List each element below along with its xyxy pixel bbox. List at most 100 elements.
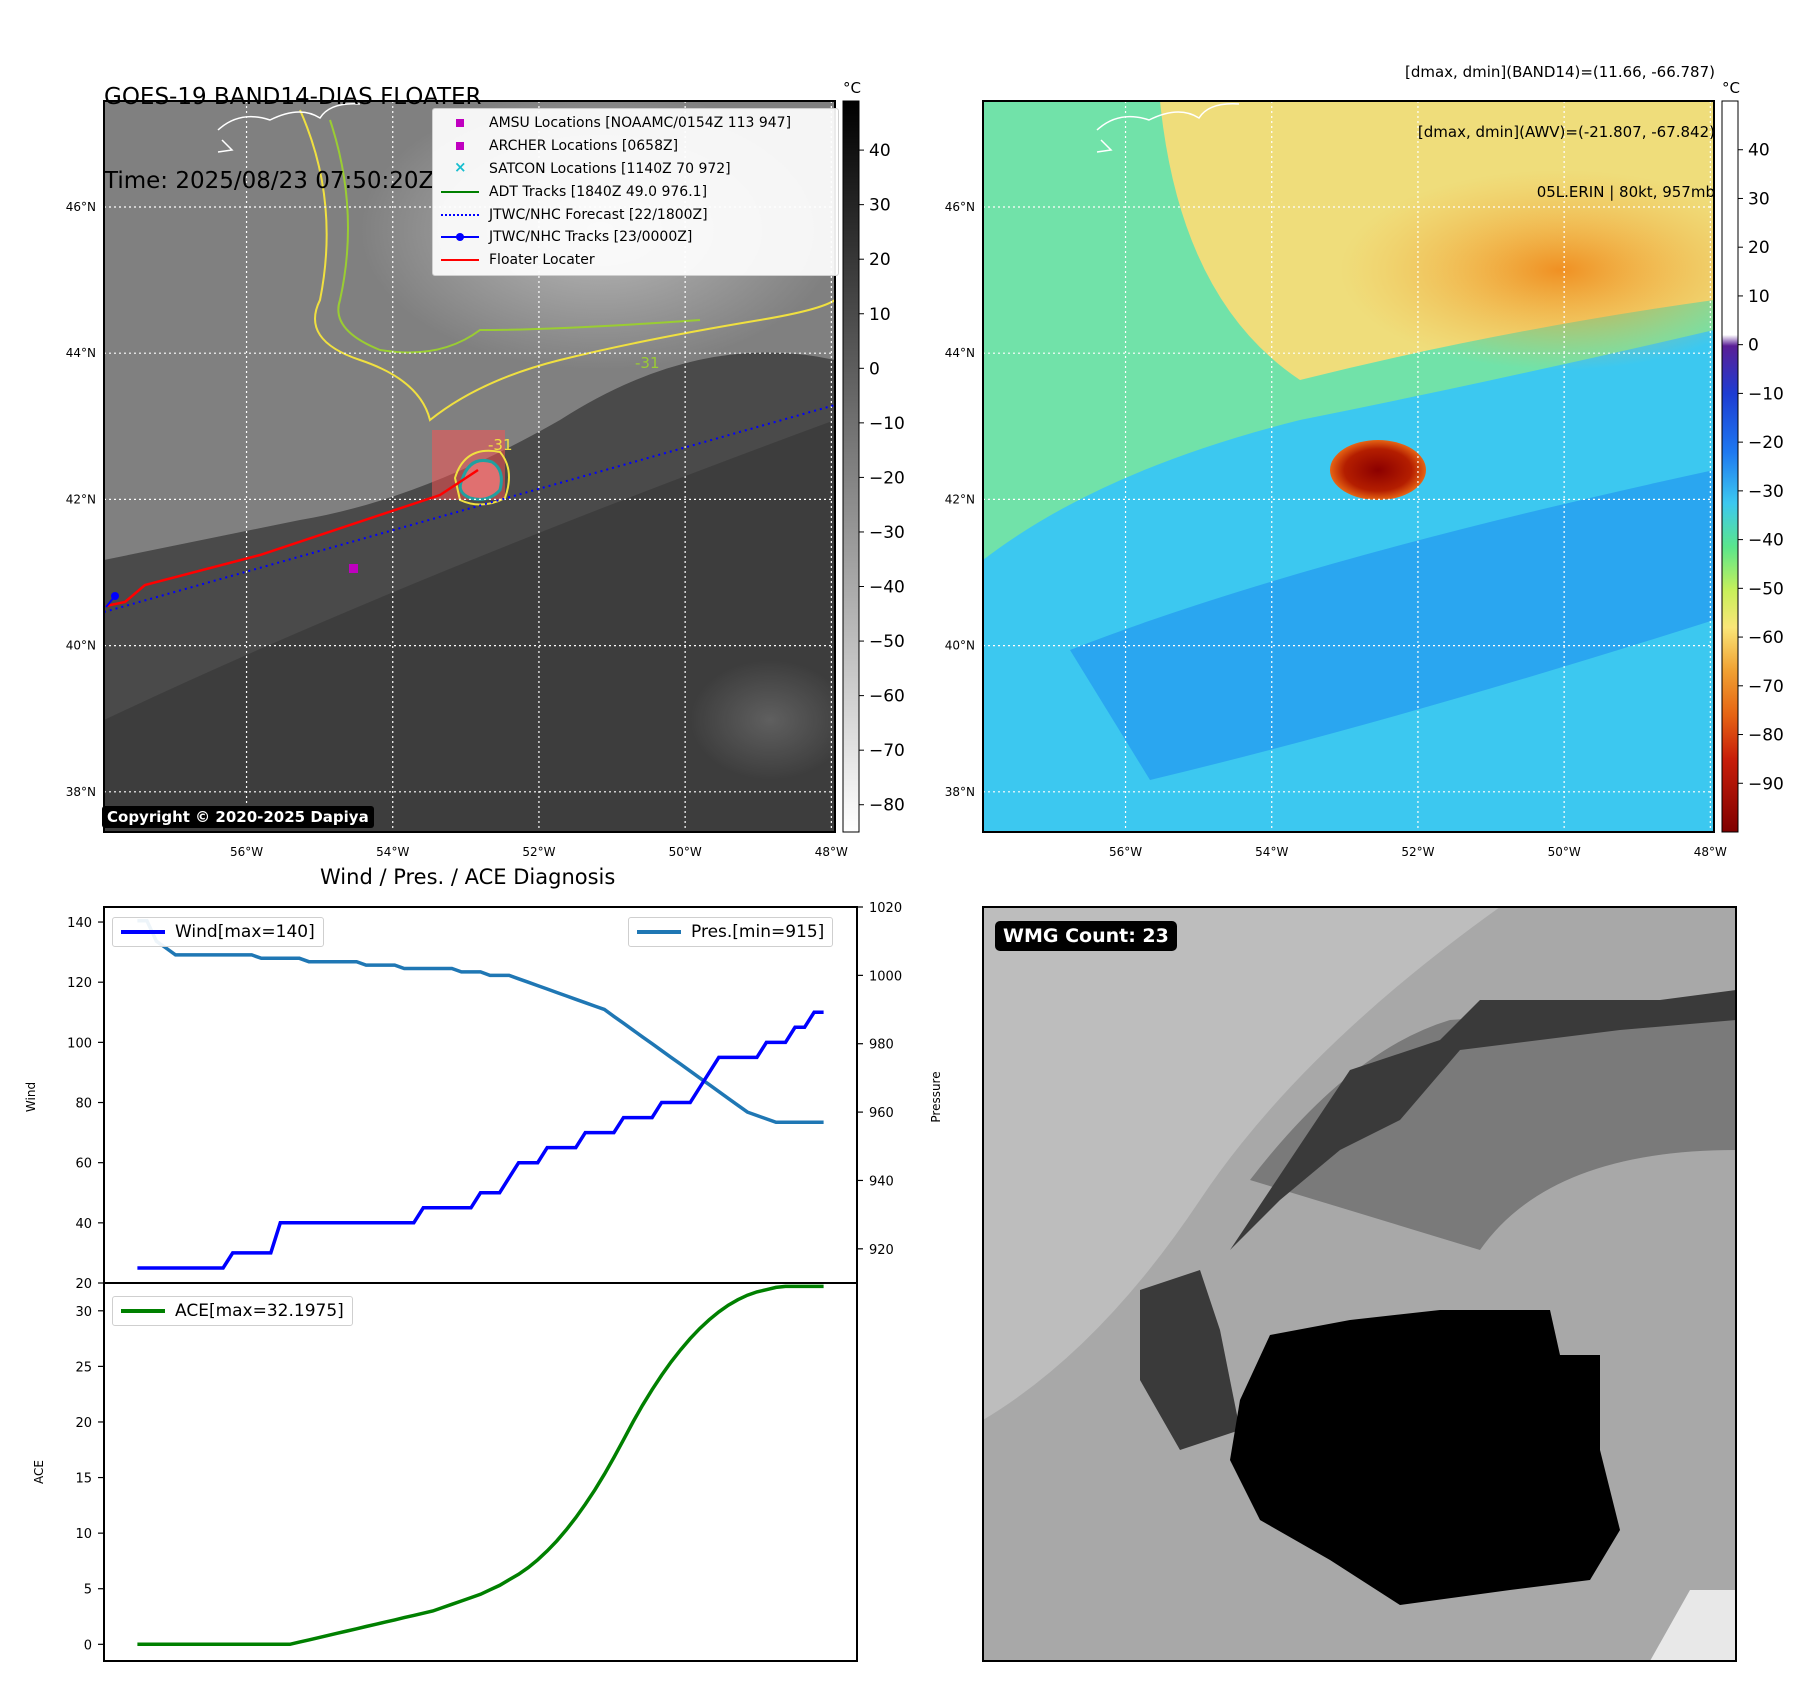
map-legend-item: JTWC/NHC Tracks [23/0000Z] (439, 226, 832, 249)
ir-colorbar-tick-label: 40 (869, 141, 891, 161)
ir-colorbar-tick-label: −50 (869, 632, 905, 652)
awv-colorbar-tick-label: 30 (1748, 189, 1770, 209)
wmg-panel (982, 906, 1737, 1662)
map-legend-swatch-dotline (439, 230, 481, 244)
pressure-axis-tick-label: 980 (869, 1038, 894, 1053)
ir-lon-tick-label: 54°W (376, 845, 409, 859)
map-legend-label: ADT Tracks [1840Z 49.0 976.1] (489, 183, 708, 200)
floater-locater-line (105, 468, 479, 608)
awv-lon-tick-label: 54°W (1255, 845, 1288, 859)
storm-yellow-contour (453, 449, 510, 506)
diagnosis-title: Wind / Pres. / ACE Diagnosis (320, 865, 616, 889)
pressure-axis-tick-label: 920 (869, 1243, 894, 1258)
pressure-axis-ticks: 1020 1000 980 960 940 920 (857, 901, 902, 1258)
ir-yellow-contour (299, 109, 835, 422)
awv-gridlines (983, 101, 1714, 832)
ir-map-frame (103, 100, 836, 833)
map-legend-item: JTWC/NHC Forecast [22/1800Z] (439, 203, 832, 226)
awv-orange-region (1340, 170, 1714, 370)
awv-colorbar-tick-label: −50 (1748, 579, 1784, 599)
awv-lat-tick-label: 40°N (945, 639, 975, 653)
awv-map-panel: 46°N 44°N 42°N 40°N 38°N 56°W 54°W 52°W 50°W 48°… (945, 79, 1784, 859)
ace-chart: 30 25 20 15 10 5 0 ACE (32, 1282, 858, 1662)
pressure-axis-tick-label: 1000 (869, 969, 902, 984)
pressure-axis-tick-label: 940 (869, 1174, 894, 1189)
ace-ylabel: ACE (32, 1460, 46, 1484)
stats-awv: [dmax, dmin](AWV)=(-21.807, -67.842) (1417, 123, 1715, 141)
storm-contour (458, 459, 503, 501)
map-legend: AMSU Locations [NOAAMC/0154Z 113 947] ARC… (432, 108, 839, 276)
wmg-light-region (983, 907, 1500, 1420)
map-legend-label: JTWC/NHC Forecast [22/1800Z] (489, 206, 708, 223)
wmg-mid-gray-band (1250, 1000, 1736, 1250)
ace-axis-ticks: 30 25 20 15 10 5 0 (75, 1305, 104, 1653)
wind-axis-tick-label: 140 (67, 916, 92, 931)
awv-blue-band (1070, 470, 1714, 780)
contour-label-2: -31 (635, 354, 660, 372)
ace-axis-tick-label: 25 (75, 1360, 92, 1375)
wind-ylabel: Wind (24, 1082, 38, 1112)
awv-colorbar-tick-label: −80 (1748, 726, 1784, 746)
awv-colorbar-tick-label: 0 (1748, 336, 1759, 356)
awv-colorbar-unit: °C (1722, 79, 1740, 97)
awv-lon-tick-label: 56°W (1109, 845, 1142, 859)
wmg-count-badge: WMG Count: 23 (995, 921, 1177, 951)
wind-axis-tick-label: 40 (75, 1217, 92, 1232)
title-line-time: Time: 2025/08/23 07:50:20Z (104, 168, 435, 194)
map-legend-swatch-dotted (439, 208, 481, 222)
ir-colorbar-tick-label: −30 (869, 523, 905, 543)
map-legend-swatch-square (439, 139, 481, 153)
wind-legend-swatch (121, 930, 165, 934)
awv-lon-tick-label: 48°W (1694, 845, 1727, 859)
awv-lat-tick-label: 42°N (945, 492, 975, 506)
ir-lat-tick-label: 44°N (66, 346, 96, 360)
ir-colorbar-tick-label: −20 (869, 468, 905, 488)
ir-colorbar-unit: °C (843, 79, 861, 97)
ace-axis-tick-label: 10 (75, 1527, 92, 1542)
map-legend-label: SATCON Locations [1140Z 70 972] (489, 160, 731, 177)
ir-colorbar-tick-label: 20 (869, 250, 891, 270)
ir-lon-tick-label: 48°W (815, 845, 848, 859)
ace-legend-swatch (121, 1309, 165, 1313)
awv-colorbar-tick-label: −20 (1748, 433, 1784, 453)
ir-colorbar-tick-label: −70 (869, 741, 905, 761)
awv-colorbar-tick-label: −90 (1748, 774, 1784, 794)
awv-lat-tick-label: 46°N (945, 200, 975, 214)
wind-axis-tick-label: 100 (67, 1036, 92, 1051)
ace-axis-tick-label: 30 (75, 1305, 92, 1320)
copyright-badge: Copyright © 2020-2025 Dapiya (102, 806, 374, 828)
ir-colorbar-tick-label: 0 (869, 359, 880, 379)
ir-lon-axis: 56°W 54°W 52°W 50°W 48°W (230, 845, 848, 859)
map-legend-label: ARCHER Locations [0658Z] (489, 138, 679, 155)
awv-colorbar (1721, 100, 1739, 833)
ace-axis-tick-label: 20 (75, 1416, 92, 1431)
wind-legend: Wind[max=140] (112, 917, 324, 947)
ir-colorbar-ticks: 40 30 20 10 0 −10 −20 −30 −40 −50 −60 −70 −80 (859, 141, 905, 816)
pressure-series-line (137, 918, 824, 1125)
wind-axis-tick-label: 80 (75, 1097, 92, 1112)
map-legend-label: AMSU Locations [NOAAMC/0154Z 113 947] (489, 115, 792, 132)
awv-coastline (1096, 103, 1240, 153)
pressure-axis-tick-label: 1020 (869, 901, 902, 916)
wind-plot-area (103, 906, 858, 1284)
ir-dark-band (104, 420, 835, 832)
pressure-legend: Pres.[min=915] (628, 917, 834, 947)
ir-colorbar-tick-label: −60 (869, 687, 905, 707)
wind-axis-tick-label: 120 (67, 976, 92, 991)
wmg-dark-ring-west (1140, 1270, 1240, 1450)
pressure-axis-tick-label: 960 (869, 1106, 894, 1121)
ace-axis-tick-label: 0 (84, 1638, 92, 1653)
map-legend-label: Floater Locater (489, 252, 595, 269)
ir-colorbar-tick-label: −10 (869, 414, 905, 434)
wind-axis-tick-label: 20 (75, 1277, 92, 1292)
wmg-frame (982, 906, 1737, 1662)
ace-axis-tick-label: 15 (75, 1472, 92, 1487)
title-line-product: GOES-19 BAND14-DIAS FLOATER (104, 84, 482, 110)
wmg-eye-region (1230, 1310, 1620, 1605)
archer-location-marker (349, 564, 358, 573)
map-legend-item: ADT Tracks [1840Z 49.0 976.1] (439, 180, 832, 203)
figure-title: GOES-19 BAND14-DIAS FLOATER Time: 2025/0… (104, 27, 482, 223)
pressure-ylabel: Pressure (929, 1071, 943, 1122)
wind-legend-label: Wind[max=140] (175, 922, 315, 942)
ir-lat-tick-label: 40°N (66, 639, 96, 653)
